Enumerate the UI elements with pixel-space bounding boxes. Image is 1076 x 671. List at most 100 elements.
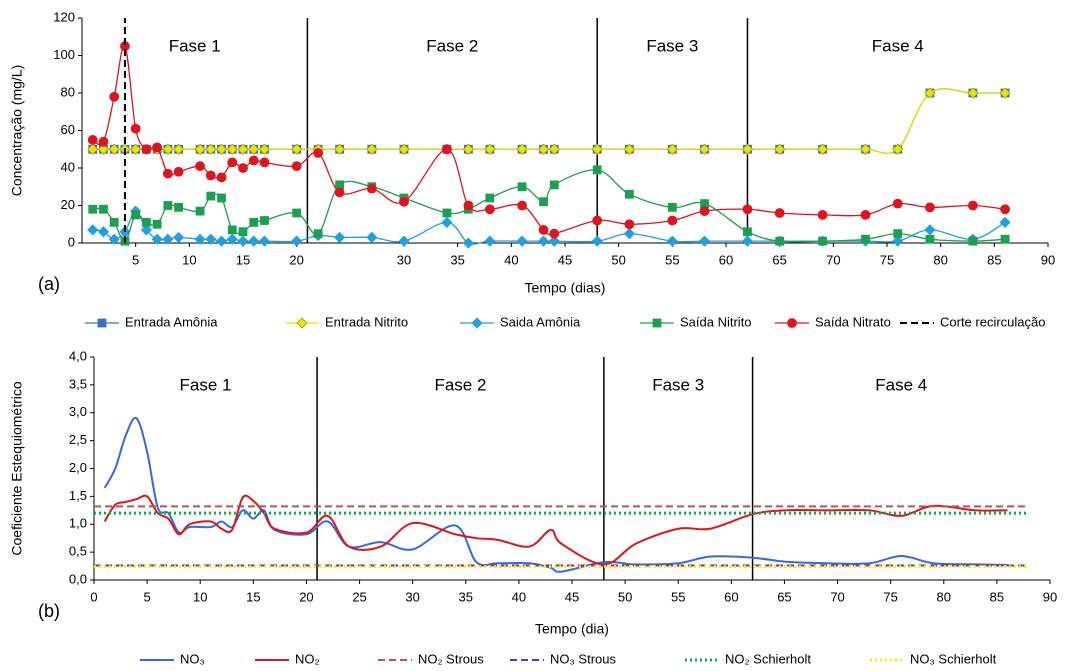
- marker: [152, 142, 163, 153]
- marker: [173, 231, 185, 243]
- y-tick-label: 3,0: [69, 404, 87, 419]
- marker: [258, 235, 271, 247]
- y-tick-label: 80: [61, 84, 75, 99]
- legend-label: Saída Nitrito: [680, 314, 752, 329]
- legend-label: NO₂: [295, 651, 320, 666]
- marker: [667, 215, 678, 226]
- marker: [859, 143, 872, 155]
- phase-label: Fase 2: [434, 375, 486, 394]
- marker: [516, 235, 528, 247]
- legend-label: NO₃ Schierholt: [910, 651, 997, 666]
- legend-item: NO₂ Strous: [378, 651, 484, 666]
- legend-item: NO₃ Strous: [510, 651, 616, 666]
- x-tick-label: 10: [182, 252, 196, 267]
- marker: [141, 217, 151, 227]
- x-tick-label: 30: [405, 589, 419, 604]
- marker: [108, 143, 120, 155]
- marker: [624, 219, 635, 230]
- y-tick-label: 2,0: [69, 460, 87, 475]
- y-tick-label: 0,5: [69, 544, 87, 559]
- marker: [260, 216, 269, 225]
- marker: [130, 143, 142, 155]
- y-tick-label: 60: [61, 122, 75, 137]
- marker: [652, 318, 662, 328]
- x-tick-label: 55: [671, 589, 685, 604]
- x-tick-label: 15: [246, 589, 260, 604]
- legend-label: Saida Amônia: [500, 314, 581, 329]
- legend-label: NO₃: [180, 651, 205, 666]
- marker: [549, 180, 559, 190]
- marker: [237, 235, 249, 247]
- marker: [999, 87, 1011, 99]
- marker: [334, 231, 346, 243]
- marker: [774, 208, 785, 218]
- marker: [194, 143, 206, 155]
- legend-label: NO₂ Schierholt: [725, 651, 811, 666]
- marker: [258, 143, 271, 155]
- marker: [173, 143, 185, 155]
- marker: [237, 143, 249, 155]
- marker: [259, 157, 270, 168]
- marker: [366, 231, 378, 243]
- marker: [152, 219, 162, 229]
- marker: [538, 224, 549, 235]
- marker: [925, 234, 935, 244]
- y-tick-label: 100: [53, 47, 75, 62]
- legend-label: Corte recirculação: [940, 314, 1046, 329]
- marker: [742, 204, 753, 215]
- legend-item: NO₃: [140, 651, 205, 666]
- y-axis-title: Coeficiente Estequiométrico: [9, 381, 25, 556]
- legend-label: Saída Nitrato: [815, 314, 891, 329]
- marker: [399, 196, 409, 207]
- phase-label: Fase 4: [875, 375, 927, 394]
- y-tick-label: 0: [68, 234, 75, 249]
- series-line: [92, 45, 1006, 236]
- marker: [442, 208, 452, 218]
- marker: [892, 143, 904, 155]
- marker: [151, 233, 163, 245]
- marker: [162, 233, 174, 245]
- marker: [623, 143, 635, 155]
- marker: [548, 143, 560, 155]
- marker: [999, 216, 1011, 228]
- y-tick-label: 1,0: [69, 516, 87, 531]
- x-tick-label: 85: [987, 252, 1001, 267]
- marker: [226, 233, 238, 245]
- x-tick-label: 70: [830, 589, 844, 604]
- marker: [98, 136, 109, 147]
- marker: [666, 143, 678, 155]
- legend-item: NO₂: [255, 651, 320, 666]
- marker: [97, 318, 107, 328]
- marker: [248, 155, 259, 166]
- x-axis-title: Tempo (dias): [525, 280, 606, 296]
- marker: [591, 235, 603, 247]
- y-tick-label: 3,5: [69, 376, 87, 391]
- x-tick-label: 55: [665, 252, 679, 267]
- marker: [215, 235, 228, 247]
- series-line: [92, 88, 1006, 155]
- phase-label: Fase 1: [169, 36, 221, 55]
- phase-label: Fase 1: [180, 375, 232, 394]
- y-axis-title: Concentração (mg/L): [9, 65, 25, 197]
- marker: [517, 182, 527, 192]
- panel-label: (a): [38, 274, 60, 294]
- marker: [924, 224, 936, 236]
- marker: [441, 216, 453, 228]
- x-tick-label: 35: [459, 589, 473, 604]
- marker: [238, 227, 248, 237]
- marker: [893, 229, 903, 239]
- marker: [484, 204, 495, 215]
- marker: [292, 208, 302, 218]
- marker: [205, 170, 216, 181]
- marker: [787, 318, 797, 328]
- y-tick-label: 40: [61, 159, 75, 174]
- x-tick-label: 90: [1043, 589, 1057, 604]
- marker: [108, 233, 120, 245]
- marker: [97, 143, 110, 155]
- marker: [741, 235, 754, 247]
- panel: 0 20 40 60 80 100 120 5 10 15 20 30 35 40 45 50 55 60 65 70…: [9, 9, 1056, 295]
- phase-label: Fase 3: [646, 36, 698, 55]
- legend-label: Entrada Amônia: [125, 314, 218, 329]
- marker: [485, 193, 495, 203]
